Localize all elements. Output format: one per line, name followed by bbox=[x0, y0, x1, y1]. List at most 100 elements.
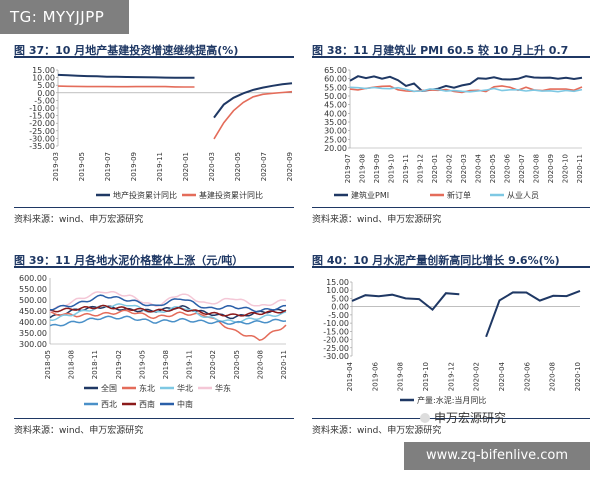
x-tick-label: 2019-05 bbox=[138, 350, 146, 379]
y-tick-label: 550.00 bbox=[19, 285, 47, 294]
y-tick-label: 45.00 bbox=[324, 101, 347, 110]
legend-label: 华东 bbox=[215, 383, 231, 393]
y-tick-label: 20.00 bbox=[324, 144, 347, 153]
y-tick-label: -35.00 bbox=[29, 142, 55, 151]
series-line-6 bbox=[49, 304, 287, 317]
series-line-2 bbox=[49, 309, 287, 342]
y-tick-label: 35.00 bbox=[324, 118, 347, 127]
x-tick-label: 2020-05 bbox=[489, 154, 497, 183]
chart1-plot: 15.0010.005.000.00-5.00-10.00-15.00-20.0… bbox=[29, 66, 294, 200]
y-tick-label: 65.00 bbox=[324, 66, 347, 75]
x-tick-label: 2020-02 bbox=[446, 154, 454, 183]
legend-label: 新订单 bbox=[447, 190, 471, 200]
y-tick-label: 50.00 bbox=[324, 92, 347, 101]
x-tick-label: 2019-10 bbox=[422, 362, 430, 391]
x-tick-label: 2020-10 bbox=[574, 362, 582, 391]
x-tick-label: 2020-01 bbox=[431, 154, 439, 183]
y-tick-label: 15.00 bbox=[32, 66, 55, 75]
y-tick-label: 450.00 bbox=[19, 307, 47, 316]
brand-logo-icon bbox=[420, 413, 430, 423]
legend-label: 基建投资累计同比 bbox=[199, 190, 263, 200]
legend-label: 产量:水泥:当月同比 bbox=[417, 395, 486, 405]
y-tick-label: -20.00 bbox=[29, 119, 55, 128]
legend-label: 西北 bbox=[101, 400, 117, 409]
y-tick-label: 0.00 bbox=[37, 89, 55, 98]
legend-label: 西南 bbox=[139, 399, 155, 409]
x-tick-label: 2020-07 bbox=[518, 154, 526, 183]
y-tick-label: 25.00 bbox=[324, 135, 347, 144]
x-tick-label: 2020-01 bbox=[182, 152, 190, 181]
x-tick-label: 2020-03 bbox=[460, 154, 468, 183]
x-tick-label: 2020-08 bbox=[256, 350, 264, 379]
x-tick-label: 2020-08 bbox=[549, 362, 557, 391]
watermark-bottom: www.zq-bifenlive.com bbox=[404, 442, 590, 470]
x-tick-label: 2019-08 bbox=[397, 362, 405, 391]
y-tick-label: 5.00 bbox=[37, 81, 55, 90]
series-line-7 bbox=[50, 294, 287, 313]
x-tick-label: 2019-03 bbox=[52, 152, 60, 181]
y-tick-label: 500.00 bbox=[19, 296, 47, 305]
y-tick-label: 30.00 bbox=[324, 127, 347, 136]
x-tick-label: 2020-09 bbox=[286, 152, 294, 181]
y-tick-label: 15.00 bbox=[326, 278, 349, 287]
x-tick-label: 2019-11 bbox=[156, 152, 164, 181]
brand-label: 申万宏源研究 bbox=[420, 409, 506, 426]
chart2-title: 图 38：11 月建筑业 PMI 60.5 较 10 月上升 0.7 bbox=[312, 44, 569, 57]
y-tick-label: 5.00 bbox=[331, 294, 349, 303]
chart1-source: 资料来源：wind、申万宏源研究 bbox=[14, 215, 144, 225]
y-tick-label: -20.00 bbox=[323, 336, 349, 345]
y-tick-label: 10.00 bbox=[32, 74, 55, 83]
x-tick-label: 2019-11 bbox=[402, 154, 410, 183]
x-tick-label: 2019-11 bbox=[186, 350, 194, 379]
legend-label: 华北 bbox=[177, 383, 193, 393]
chart2-plot: 65.0060.0055.0050.0045.0040.0035.0030.00… bbox=[324, 66, 584, 200]
y-tick-label: 40.00 bbox=[324, 109, 347, 118]
x-tick-label: 2020-06 bbox=[523, 361, 531, 391]
x-tick-label: 2019-06 bbox=[371, 361, 379, 391]
y-tick-label: 60.00 bbox=[324, 75, 347, 84]
series-line-5 bbox=[49, 315, 287, 327]
y-tick-label: 55.00 bbox=[324, 83, 347, 92]
legend-label: 地产投资累计同比 bbox=[113, 190, 177, 200]
series-line-2 bbox=[57, 85, 293, 140]
x-tick-label: 2020-03 bbox=[208, 152, 216, 181]
y-tick-label: -30.00 bbox=[323, 352, 349, 361]
chart1-title-rule bbox=[14, 56, 294, 58]
chart1-bottom-rule bbox=[14, 207, 294, 208]
y-tick-label: -5.00 bbox=[328, 311, 349, 320]
y-tick-label: 350.00 bbox=[19, 329, 47, 338]
legend-label: 全国 bbox=[101, 383, 117, 393]
x-tick-label: 2020-02 bbox=[473, 362, 481, 391]
x-tick-label: 2020-10 bbox=[562, 154, 570, 183]
chart3-title-rule bbox=[14, 266, 294, 268]
y-tick-label: 10.00 bbox=[326, 286, 349, 295]
legend-label: 建筑业PMI bbox=[351, 190, 389, 200]
series-line-1 bbox=[351, 289, 581, 338]
x-tick-label: 2019-12 bbox=[447, 362, 455, 391]
x-tick-label: 2019-12 bbox=[417, 154, 425, 183]
x-tick-label: 2018-11 bbox=[91, 350, 99, 379]
chart4-bottom-rule bbox=[312, 418, 590, 419]
chart2-title-rule bbox=[312, 56, 590, 58]
chart4-source: 资料来源：wind、申万宏源研究 bbox=[312, 426, 442, 436]
x-tick-label: 2020-04 bbox=[475, 153, 483, 183]
chart4-plot: 15.0010.005.000.00-5.00-10.00-15.00-20.0… bbox=[323, 278, 582, 405]
x-tick-label: 2020-04 bbox=[498, 361, 506, 391]
y-tick-label: 600.00 bbox=[19, 274, 47, 283]
chart3-bottom-rule bbox=[14, 418, 294, 419]
series-line-4 bbox=[49, 291, 287, 313]
x-tick-label: 2018-05 bbox=[44, 350, 52, 379]
x-tick-label: 2019-05 bbox=[78, 152, 86, 181]
chart3-source: 资料来源：wind、申万宏源研究 bbox=[14, 426, 144, 436]
x-tick-label: 2020-02 bbox=[209, 350, 217, 379]
chart2-source: 资料来源：wind、申万宏源研究 bbox=[312, 215, 442, 225]
x-tick-label: 2020-07 bbox=[260, 152, 268, 181]
x-tick-label: 2019-09 bbox=[130, 152, 138, 181]
chart2-bottom-rule bbox=[312, 207, 590, 208]
chart3-plot: 600.00 550.00 500.00 450.00 400.00 350.00 300.… bbox=[19, 274, 288, 409]
y-tick-label: -25.00 bbox=[323, 344, 349, 353]
chart4-title: 图 40：10 月水泥产量创新高同比增长 9.6%(%) bbox=[312, 254, 560, 267]
chart1-title: 图 37：10 月地产基建投资增速继续提高(%) bbox=[14, 44, 239, 57]
y-tick-label: -30.00 bbox=[29, 134, 55, 143]
x-tick-label: 2020-08 bbox=[533, 154, 541, 183]
